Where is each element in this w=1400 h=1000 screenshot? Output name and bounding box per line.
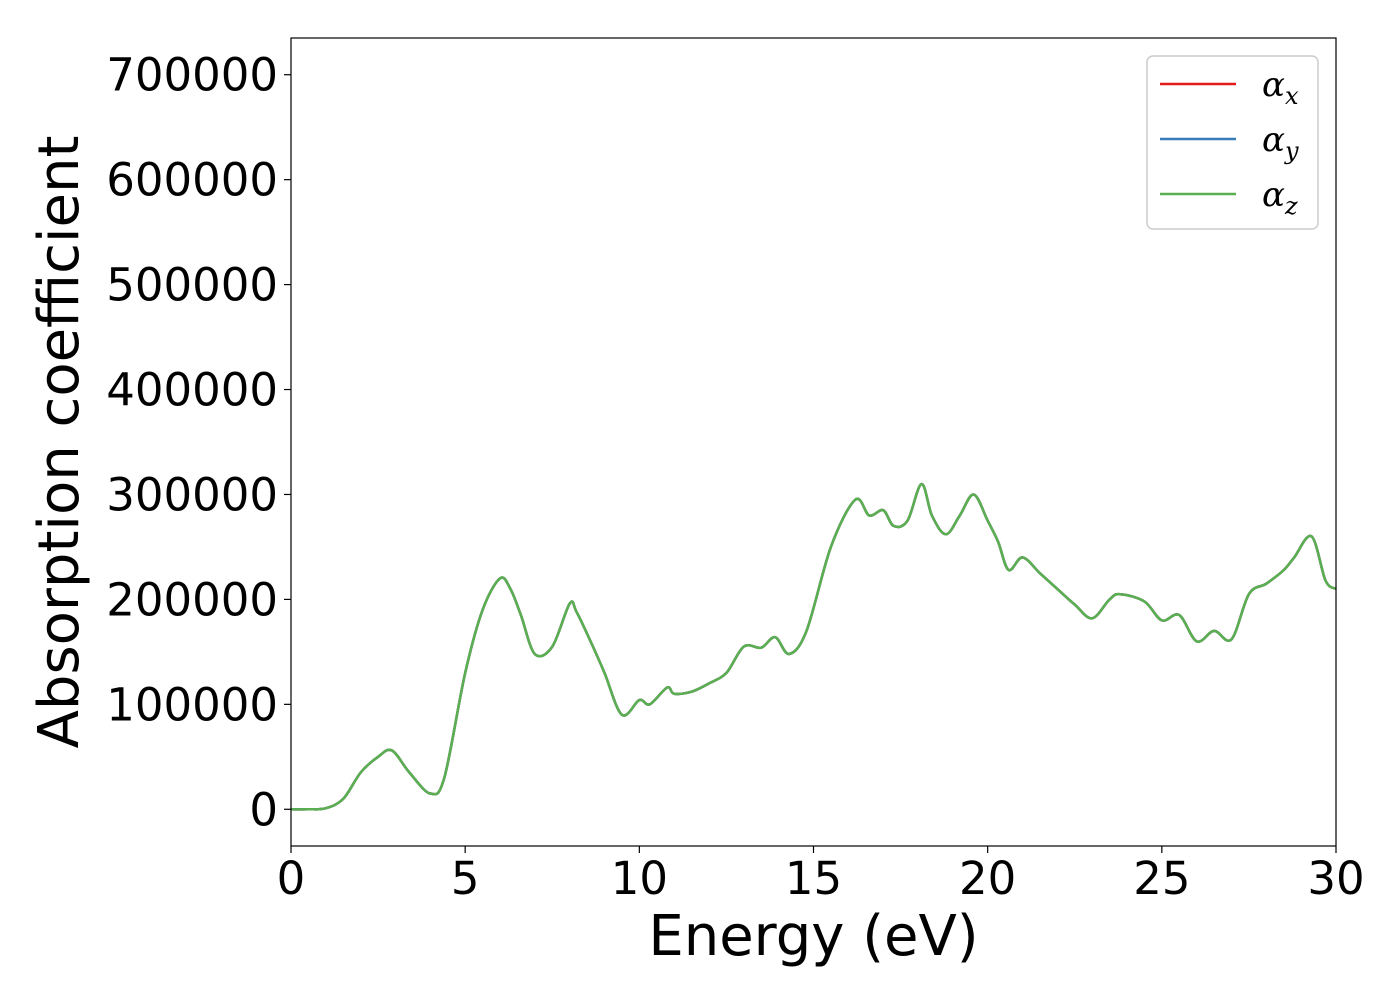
series-line-z — [290, 482, 1337, 811]
x-tick-label: 5 — [451, 852, 480, 905]
x-tick-label: 15 — [785, 852, 842, 905]
y-tick-label: 500000 — [106, 259, 278, 312]
plot-lines — [290, 482, 1337, 811]
y-tick-label: 400000 — [106, 364, 278, 417]
legend-label-x: αx — [1262, 65, 1299, 110]
legend-frame — [1146, 55, 1319, 230]
y-tick-label: 700000 — [106, 49, 278, 102]
legend: αx αy αz — [1146, 55, 1319, 230]
x-tick-label: 0 — [277, 852, 306, 905]
x-tick-label: 30 — [1307, 852, 1364, 905]
x-axis: 0 5 10 15 20 25 30 — [277, 846, 1365, 905]
y-tick-label: 0 — [249, 783, 278, 836]
x-axis-title: Energy (eV) — [648, 904, 978, 969]
y-tick-label: 100000 — [106, 678, 278, 731]
y-tick-label: 300000 — [106, 468, 278, 521]
x-tick-label: 20 — [959, 852, 1016, 905]
y-tick-label: 600000 — [106, 154, 278, 207]
y-tick-label: 200000 — [106, 573, 278, 626]
legend-label-z: αz — [1262, 175, 1298, 220]
legend-label-y: αy — [1262, 120, 1299, 165]
x-tick-label: 10 — [611, 852, 668, 905]
x-tick-label: 25 — [1133, 852, 1190, 905]
y-axis-title: Absorption coefficient — [27, 136, 92, 749]
y-axis: 0 100000 200000 300000 400000 500000 600000 700… — [106, 49, 291, 836]
